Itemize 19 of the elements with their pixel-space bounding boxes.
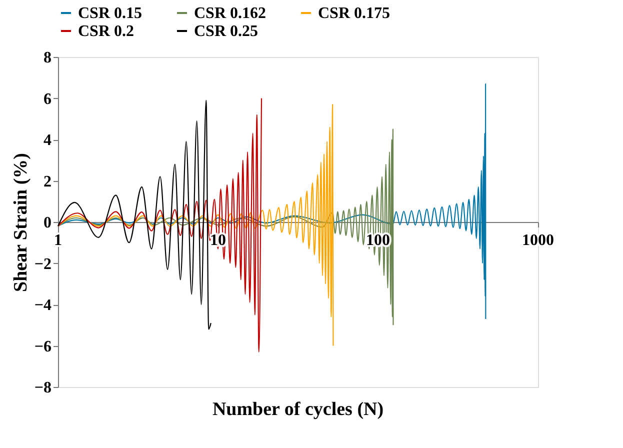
legend-label: CSR 0.25 (194, 23, 258, 40)
y-tick-label: −8 (34, 380, 52, 396)
y-tick-label: −2 (34, 256, 52, 273)
y-tick-label: 8 (44, 50, 52, 66)
y-tick-label: −6 (34, 338, 52, 356)
y-tick-label: 4 (44, 132, 52, 149)
legend-label: CSR 0.175 (318, 5, 390, 22)
x-tick-label: 1000 (522, 232, 554, 249)
y-tick-label: −4 (34, 297, 52, 314)
y-tick-label: 0 (44, 214, 52, 232)
y-tick-label: 2 (44, 173, 52, 190)
y-axis-title: Shear Strain (%) (10, 153, 32, 292)
legend-label: CSR 0.2 (78, 23, 134, 40)
y-tick-label: 6 (44, 90, 52, 108)
x-axis-title: Number of cycles (N) (212, 399, 384, 420)
legend-label: CSR 0.162 (194, 5, 266, 22)
legend-label: CSR 0.15 (78, 5, 142, 22)
x-tick-label: 1 (54, 232, 62, 249)
x-tick-label: 100 (366, 232, 390, 249)
